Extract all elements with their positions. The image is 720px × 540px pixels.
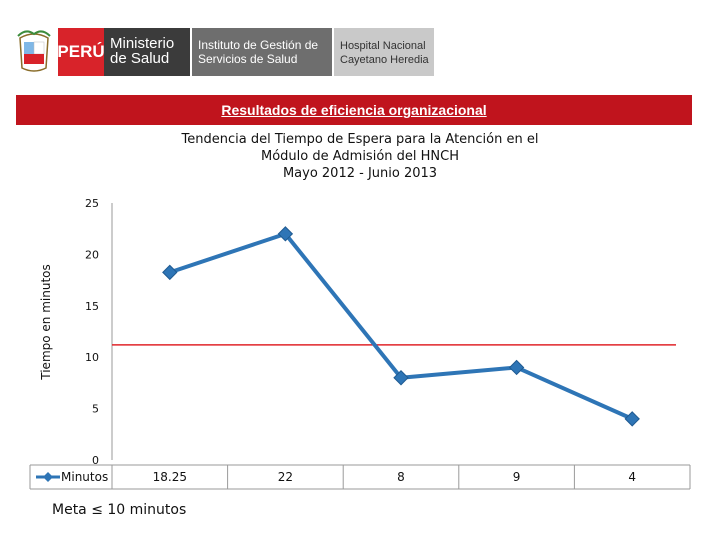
data-point	[393, 370, 409, 386]
ministerio-line2: de Salud	[110, 50, 170, 67]
legend-key-marker	[43, 472, 53, 482]
y-tick-label: 25	[85, 197, 99, 210]
data-point	[508, 359, 525, 376]
chart-title: Tendencia del Tiempo de Espera para la A…	[140, 131, 580, 182]
data-point	[624, 411, 640, 427]
hospital-line2: Cayetano Heredia	[340, 54, 429, 66]
instituto-line2: Servicios de Salud	[198, 52, 298, 66]
chart-title-line-2: Módulo de Admisión del HNCH	[261, 149, 459, 164]
data-point	[162, 264, 178, 281]
peru-logo: PERÚ	[57, 28, 105, 76]
instituto-line1: Instituto de Gestión de	[198, 38, 319, 52]
table-cell-value: 4	[628, 470, 636, 484]
table-cell-value: 8	[397, 470, 405, 484]
data-point	[277, 226, 294, 242]
y-tick-label: 10	[85, 351, 99, 364]
target-note: Meta ≤ 10 minutos	[52, 502, 187, 518]
y-tick-label: 5	[92, 403, 99, 416]
y-tick-labels: 0 5 10 15 20 25	[85, 197, 99, 467]
hospital-line1: Hospital Nacional	[340, 40, 426, 52]
y-tick-label: 20	[85, 248, 99, 261]
hospital-logo: Hospital Nacional Cayetano Heredia	[334, 28, 434, 76]
series-line	[169, 231, 634, 421]
chart-title-line-1: Tendencia del Tiempo de Espera para la A…	[181, 132, 539, 147]
ministerio-logo: Ministerio de Salud	[104, 28, 190, 76]
data-table: Minutos 18.25 22 8 9 4	[29, 464, 691, 490]
ministerio-line1: Ministerio	[110, 35, 175, 52]
y-tick-label: 0	[92, 454, 99, 467]
table-cell-value: 9	[513, 470, 521, 484]
y-tick-label: 15	[85, 300, 99, 313]
table-cell-value: 18.25	[153, 470, 187, 484]
section-banner: Resultados de eficiencia organizacional	[16, 95, 692, 125]
legend-series-name: Minutos	[61, 470, 108, 484]
table-cell-value: 22	[278, 470, 293, 484]
chart-title-line-3: Mayo 2012 - Junio 2013	[282, 166, 438, 181]
peru-crest-icon	[14, 28, 54, 76]
series-minutos	[162, 226, 640, 427]
y-axis-label: Tiempo en minutos	[39, 264, 53, 380]
header-logos: PERÚ Ministerio de Salud Instituto de Ge…	[14, 28, 434, 76]
instituto-logo: Instituto de Gestión de Servicios de Sal…	[192, 28, 332, 76]
